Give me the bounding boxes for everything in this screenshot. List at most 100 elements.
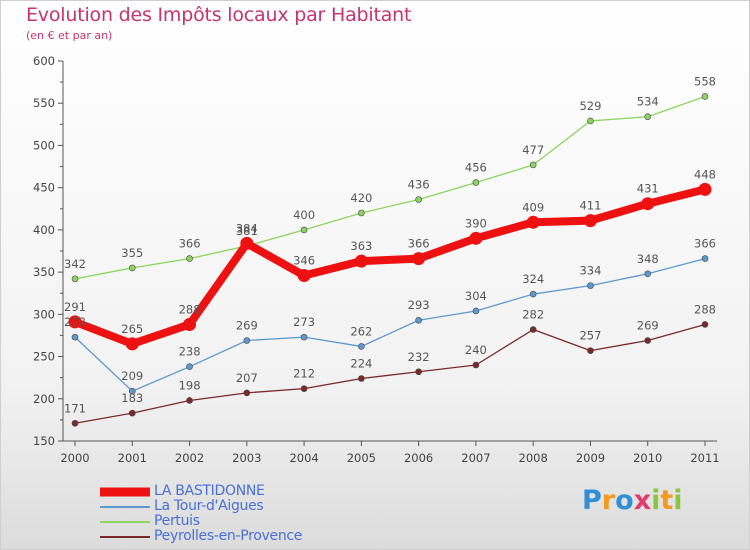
- logo-letter: r: [601, 485, 616, 516]
- data-label: 436: [408, 177, 430, 191]
- data-label: 238: [179, 345, 201, 359]
- data-label: 366: [179, 237, 201, 251]
- data-point: [583, 214, 597, 228]
- data-point: [644, 113, 652, 121]
- series-line: [74, 95, 706, 280]
- data-point: [415, 196, 422, 203]
- data-label: 273: [293, 315, 315, 329]
- proxiti-logo: Proxiti: [582, 485, 683, 516]
- legend-item: LA BASTIDONNE: [100, 484, 400, 499]
- data-label: 224: [350, 357, 372, 371]
- data-label: 198: [179, 378, 201, 392]
- y-tick-label: 500: [33, 138, 55, 152]
- data-point: [354, 254, 368, 268]
- data-point: [587, 117, 594, 125]
- y-tick-label: 450: [33, 181, 55, 195]
- data-point: [701, 93, 709, 100]
- logo-letter: i: [673, 485, 683, 516]
- data-label: 342: [64, 257, 86, 271]
- logo-letter: o: [615, 485, 634, 516]
- data-point: [358, 209, 365, 217]
- x-tick-label: 2004: [289, 451, 318, 465]
- data-label: 324: [522, 272, 544, 286]
- data-label: 291: [64, 300, 86, 314]
- data-label: 209: [121, 369, 143, 383]
- x-tick-label: 2007: [461, 451, 490, 465]
- y-tick-label: 550: [33, 96, 55, 110]
- data-point: [71, 275, 79, 283]
- data-label: 363: [350, 239, 372, 253]
- data-point: [412, 252, 426, 266]
- data-label: 355: [121, 246, 143, 260]
- data-label: 269: [236, 319, 258, 333]
- x-tick-label: 2008: [519, 451, 548, 465]
- data-label: 262: [350, 324, 372, 338]
- data-label: 171: [64, 401, 86, 415]
- data-label: 273: [64, 315, 86, 329]
- legend-label: Pertuis: [154, 513, 200, 529]
- x-tick-label: 2011: [690, 451, 719, 465]
- chart-title: Evolution des Impôts locaux par Habitant: [26, 4, 412, 26]
- data-point: [125, 337, 139, 351]
- data-label: 346: [293, 253, 315, 267]
- legend-label: LA BASTIDONNE: [154, 483, 265, 499]
- legend: LA BASTIDONNE La Tour-d'Aigues Pertuis Peyr…: [100, 484, 400, 544]
- legend-item: Pertuis: [100, 514, 400, 529]
- data-point: [71, 419, 79, 427]
- data-point: [297, 268, 311, 282]
- data-point: [71, 333, 79, 341]
- data-label: 232: [408, 350, 430, 364]
- x-tick-label: 2002: [175, 451, 204, 465]
- data-point: [644, 337, 652, 344]
- data-point: [243, 389, 251, 397]
- data-label: 212: [293, 367, 315, 381]
- data-point: [128, 264, 136, 272]
- chart-subtitle: (en € et par an): [26, 29, 113, 42]
- x-tick-label: 2006: [404, 451, 433, 465]
- data-point: [469, 231, 483, 245]
- data-point: [415, 368, 422, 376]
- data-point: [698, 182, 712, 196]
- data-label: 207: [236, 371, 258, 385]
- data-point: [243, 337, 251, 344]
- data-label: 366: [694, 237, 716, 251]
- data-point: [529, 290, 537, 298]
- x-tick-label: 2005: [347, 451, 376, 465]
- y-tick-label: 200: [33, 392, 55, 406]
- data-label: 293: [408, 298, 430, 312]
- data-point: [644, 270, 652, 278]
- data-label: 240: [465, 343, 487, 357]
- data-point: [641, 197, 655, 211]
- legend-swatch: [100, 505, 150, 508]
- data-label: 390: [465, 216, 487, 230]
- x-tick-label: 2010: [633, 451, 662, 465]
- data-label: 529: [579, 99, 601, 113]
- data-point: [472, 361, 480, 369]
- logo-letter: P: [582, 485, 602, 516]
- data-label: 257: [579, 329, 601, 343]
- data-point: [526, 215, 540, 229]
- logo-letter: i: [651, 485, 661, 516]
- data-label: 409: [522, 200, 544, 214]
- data-label: 348: [637, 252, 659, 266]
- data-label: 558: [694, 74, 716, 88]
- data-point: [183, 317, 197, 331]
- data-point: [128, 387, 136, 395]
- y-tick-label: 600: [33, 54, 55, 68]
- legend-swatch: [100, 487, 150, 496]
- legend-item: Peyrolles-en-Provence: [100, 529, 400, 544]
- data-point: [587, 347, 594, 354]
- data-point: [300, 385, 308, 392]
- data-label: 381: [236, 224, 258, 238]
- data-point: [529, 161, 537, 169]
- logo-letter: x: [633, 485, 652, 516]
- data-point: [415, 316, 422, 324]
- data-label: 366: [408, 237, 430, 251]
- x-tick-label: 2001: [118, 451, 147, 465]
- series-line: [74, 257, 706, 392]
- data-label: 534: [637, 95, 659, 109]
- logo-letter: t: [660, 485, 674, 516]
- data-point: [587, 282, 594, 289]
- data-point: [358, 375, 365, 382]
